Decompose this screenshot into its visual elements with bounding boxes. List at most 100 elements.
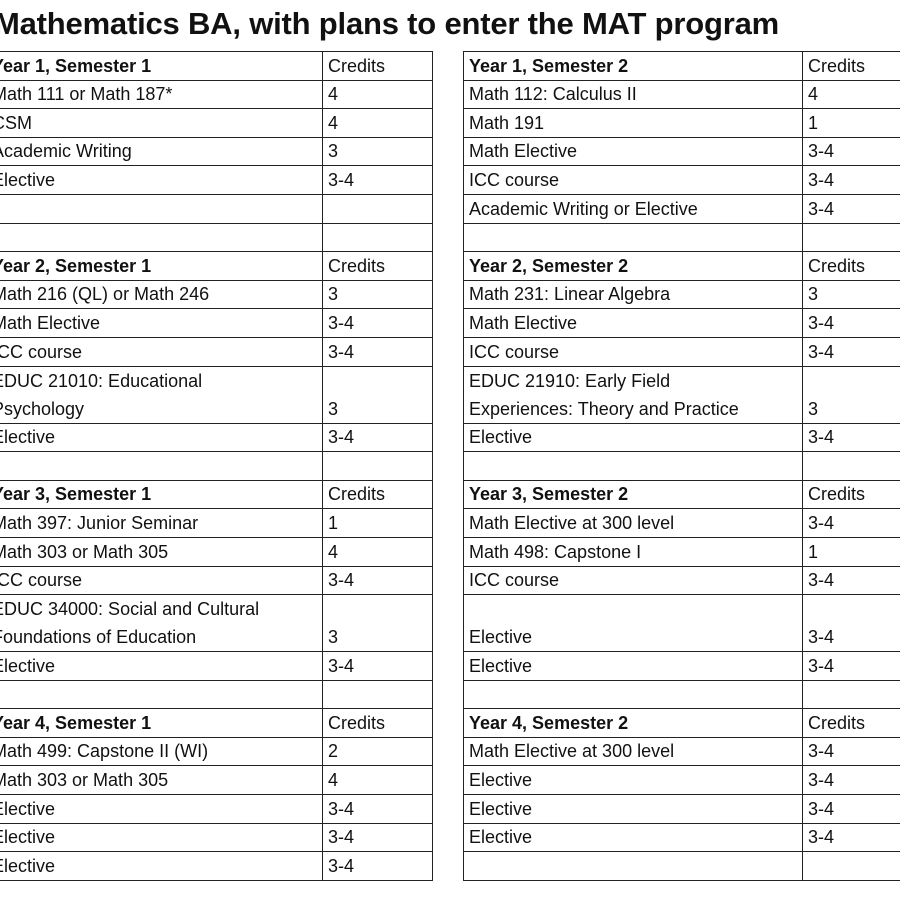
course-credits — [322, 451, 433, 481]
course-credits — [802, 451, 900, 481]
course-credits: 3-4 — [322, 822, 433, 853]
course-row: ICC course 3-4 — [0, 565, 433, 596]
course-line: Math 303 or Math 305 — [0, 770, 169, 791]
course-row: Math Elective 3-4 — [0, 308, 433, 338]
course-name: ICC course — [463, 336, 803, 367]
course-credits — [802, 679, 900, 710]
course-line: Math Elective — [469, 141, 578, 162]
course-row: Elective 3-4 — [0, 165, 433, 195]
course-credits: 3-4 — [802, 422, 900, 453]
course-row: Math 499: Capstone II (WI) 2 — [0, 736, 433, 767]
course-line: Elective — [0, 655, 56, 676]
course-line: Psychology — [0, 398, 85, 419]
course-credits: 3-4 — [802, 794, 900, 824]
credits-header: Credits — [802, 51, 900, 81]
blank-row — [463, 451, 900, 481]
course-line: ICC course — [0, 341, 83, 362]
credits-value: 3-4 — [808, 627, 835, 648]
semester-title: Year 1, Semester 2 — [463, 51, 803, 81]
course-name: Elective — [463, 794, 803, 824]
course-name: ICC course — [463, 565, 803, 596]
course-name: Math Elective — [463, 308, 803, 338]
course-name: Elective — [0, 794, 323, 824]
credits-value: 3-4 — [808, 141, 835, 162]
credits-value: 3-4 — [328, 427, 355, 448]
semester-header-row: Year 2, Semester 1 Credits — [0, 251, 433, 281]
course-credits: 3-4 — [802, 308, 900, 338]
course-name: Math 231: Linear Algebra — [463, 279, 803, 310]
course-name: Elective — [0, 651, 323, 681]
credits-value: 3 — [328, 627, 339, 648]
course-name: Math Elective at 300 level — [463, 508, 803, 538]
course-credits — [802, 851, 900, 881]
course-line: Academic Writing or Elective — [469, 198, 698, 219]
credits-value: 1 — [808, 541, 819, 562]
course-name: Math Elective — [463, 136, 803, 167]
course-credits: 3 — [802, 279, 900, 310]
course-line: ICC course — [469, 169, 560, 190]
course-credits — [322, 193, 433, 224]
blank-row — [0, 193, 433, 224]
course-name: Elective — [463, 651, 803, 681]
course-row: Math 112: Calculus II 4 — [463, 79, 900, 110]
course-name: Math 111 or Math 187* — [0, 79, 323, 110]
credits-value: 4 — [328, 770, 339, 791]
course-line: Math 112: Calculus II — [469, 84, 637, 105]
course-credits — [322, 679, 433, 710]
course-row: Math Elective 3-4 — [463, 136, 900, 167]
course-credits: 2 — [322, 736, 433, 767]
course-line: EDUC 21910: Early Field — [469, 370, 671, 391]
course-name: ICC course — [0, 336, 323, 367]
course-name: Math 499: Capstone II (WI) — [0, 736, 323, 767]
course-line: Math Elective at 300 level — [469, 512, 675, 533]
credits-value: 4 — [808, 84, 819, 105]
course-row: Elective 3-4 — [0, 822, 433, 853]
course-line: CSM — [0, 112, 32, 133]
course-line: Foundations of Education — [0, 627, 197, 648]
course-name: Elective — [463, 422, 803, 453]
course-line: Math 303 or Math 305 — [0, 541, 169, 562]
credits-value: 3-4 — [328, 655, 355, 676]
credits-value: 3-4 — [328, 827, 355, 848]
course-name — [463, 222, 803, 253]
course-line: Elective — [469, 827, 533, 848]
semester-title: Year 1, Semester 1 — [0, 51, 323, 81]
blank-row — [0, 222, 433, 253]
credits-value: 3 — [808, 398, 819, 419]
credits-value: 3-4 — [328, 798, 355, 819]
course-name: Elective — [0, 851, 323, 881]
credits-value: 3-4 — [808, 798, 835, 819]
credits-value: 3-4 — [808, 427, 835, 448]
course-line: Math Elective — [0, 312, 101, 333]
course-credits: 3-4 — [802, 165, 900, 195]
course-row: Math 498: Capstone I 1 — [463, 536, 900, 567]
course-name: Math 397: Junior Seminar — [0, 508, 323, 538]
semester-header-row: Year 3, Semester 2 Credits — [463, 479, 900, 510]
course-line: ICC course — [469, 341, 560, 362]
semester-header-row: Year 1, Semester 2 Credits — [463, 51, 900, 81]
course-credits: 1 — [802, 108, 900, 138]
course-row: Math Elective at 300 level 3-4 — [463, 508, 900, 538]
credits-value: 3-4 — [328, 312, 355, 333]
credits-value: 3-4 — [808, 655, 835, 676]
semester-title: Year 2, Semester 2 — [463, 251, 803, 281]
course-line: Experiences: Theory and Practice — [469, 398, 739, 419]
course-credits: 1 — [322, 508, 433, 538]
course-row: ICC course 3-4 — [0, 336, 433, 367]
course-credits: 3-4 — [802, 508, 900, 538]
course-line: Math 216 (QL) or Math 246 — [0, 284, 210, 305]
credits-value: 3-4 — [808, 312, 835, 333]
course-credits: 4 — [802, 79, 900, 110]
credits-value: 3-4 — [328, 169, 355, 190]
course-credits: 3 — [322, 279, 433, 310]
course-line: Elective — [469, 798, 533, 819]
page-title: Mathematics BA, with plans to enter the … — [0, 6, 779, 41]
course-line: Elective — [469, 427, 533, 448]
course-credits: 4 — [322, 536, 433, 567]
course-credits: 3-4 — [802, 193, 900, 224]
credits-value: 3-4 — [808, 512, 835, 533]
course-credits: 4 — [322, 79, 433, 110]
credits-header: Credits — [802, 479, 900, 510]
course-name: Math 216 (QL) or Math 246 — [0, 279, 323, 310]
course-credits: 3-4 — [802, 736, 900, 767]
